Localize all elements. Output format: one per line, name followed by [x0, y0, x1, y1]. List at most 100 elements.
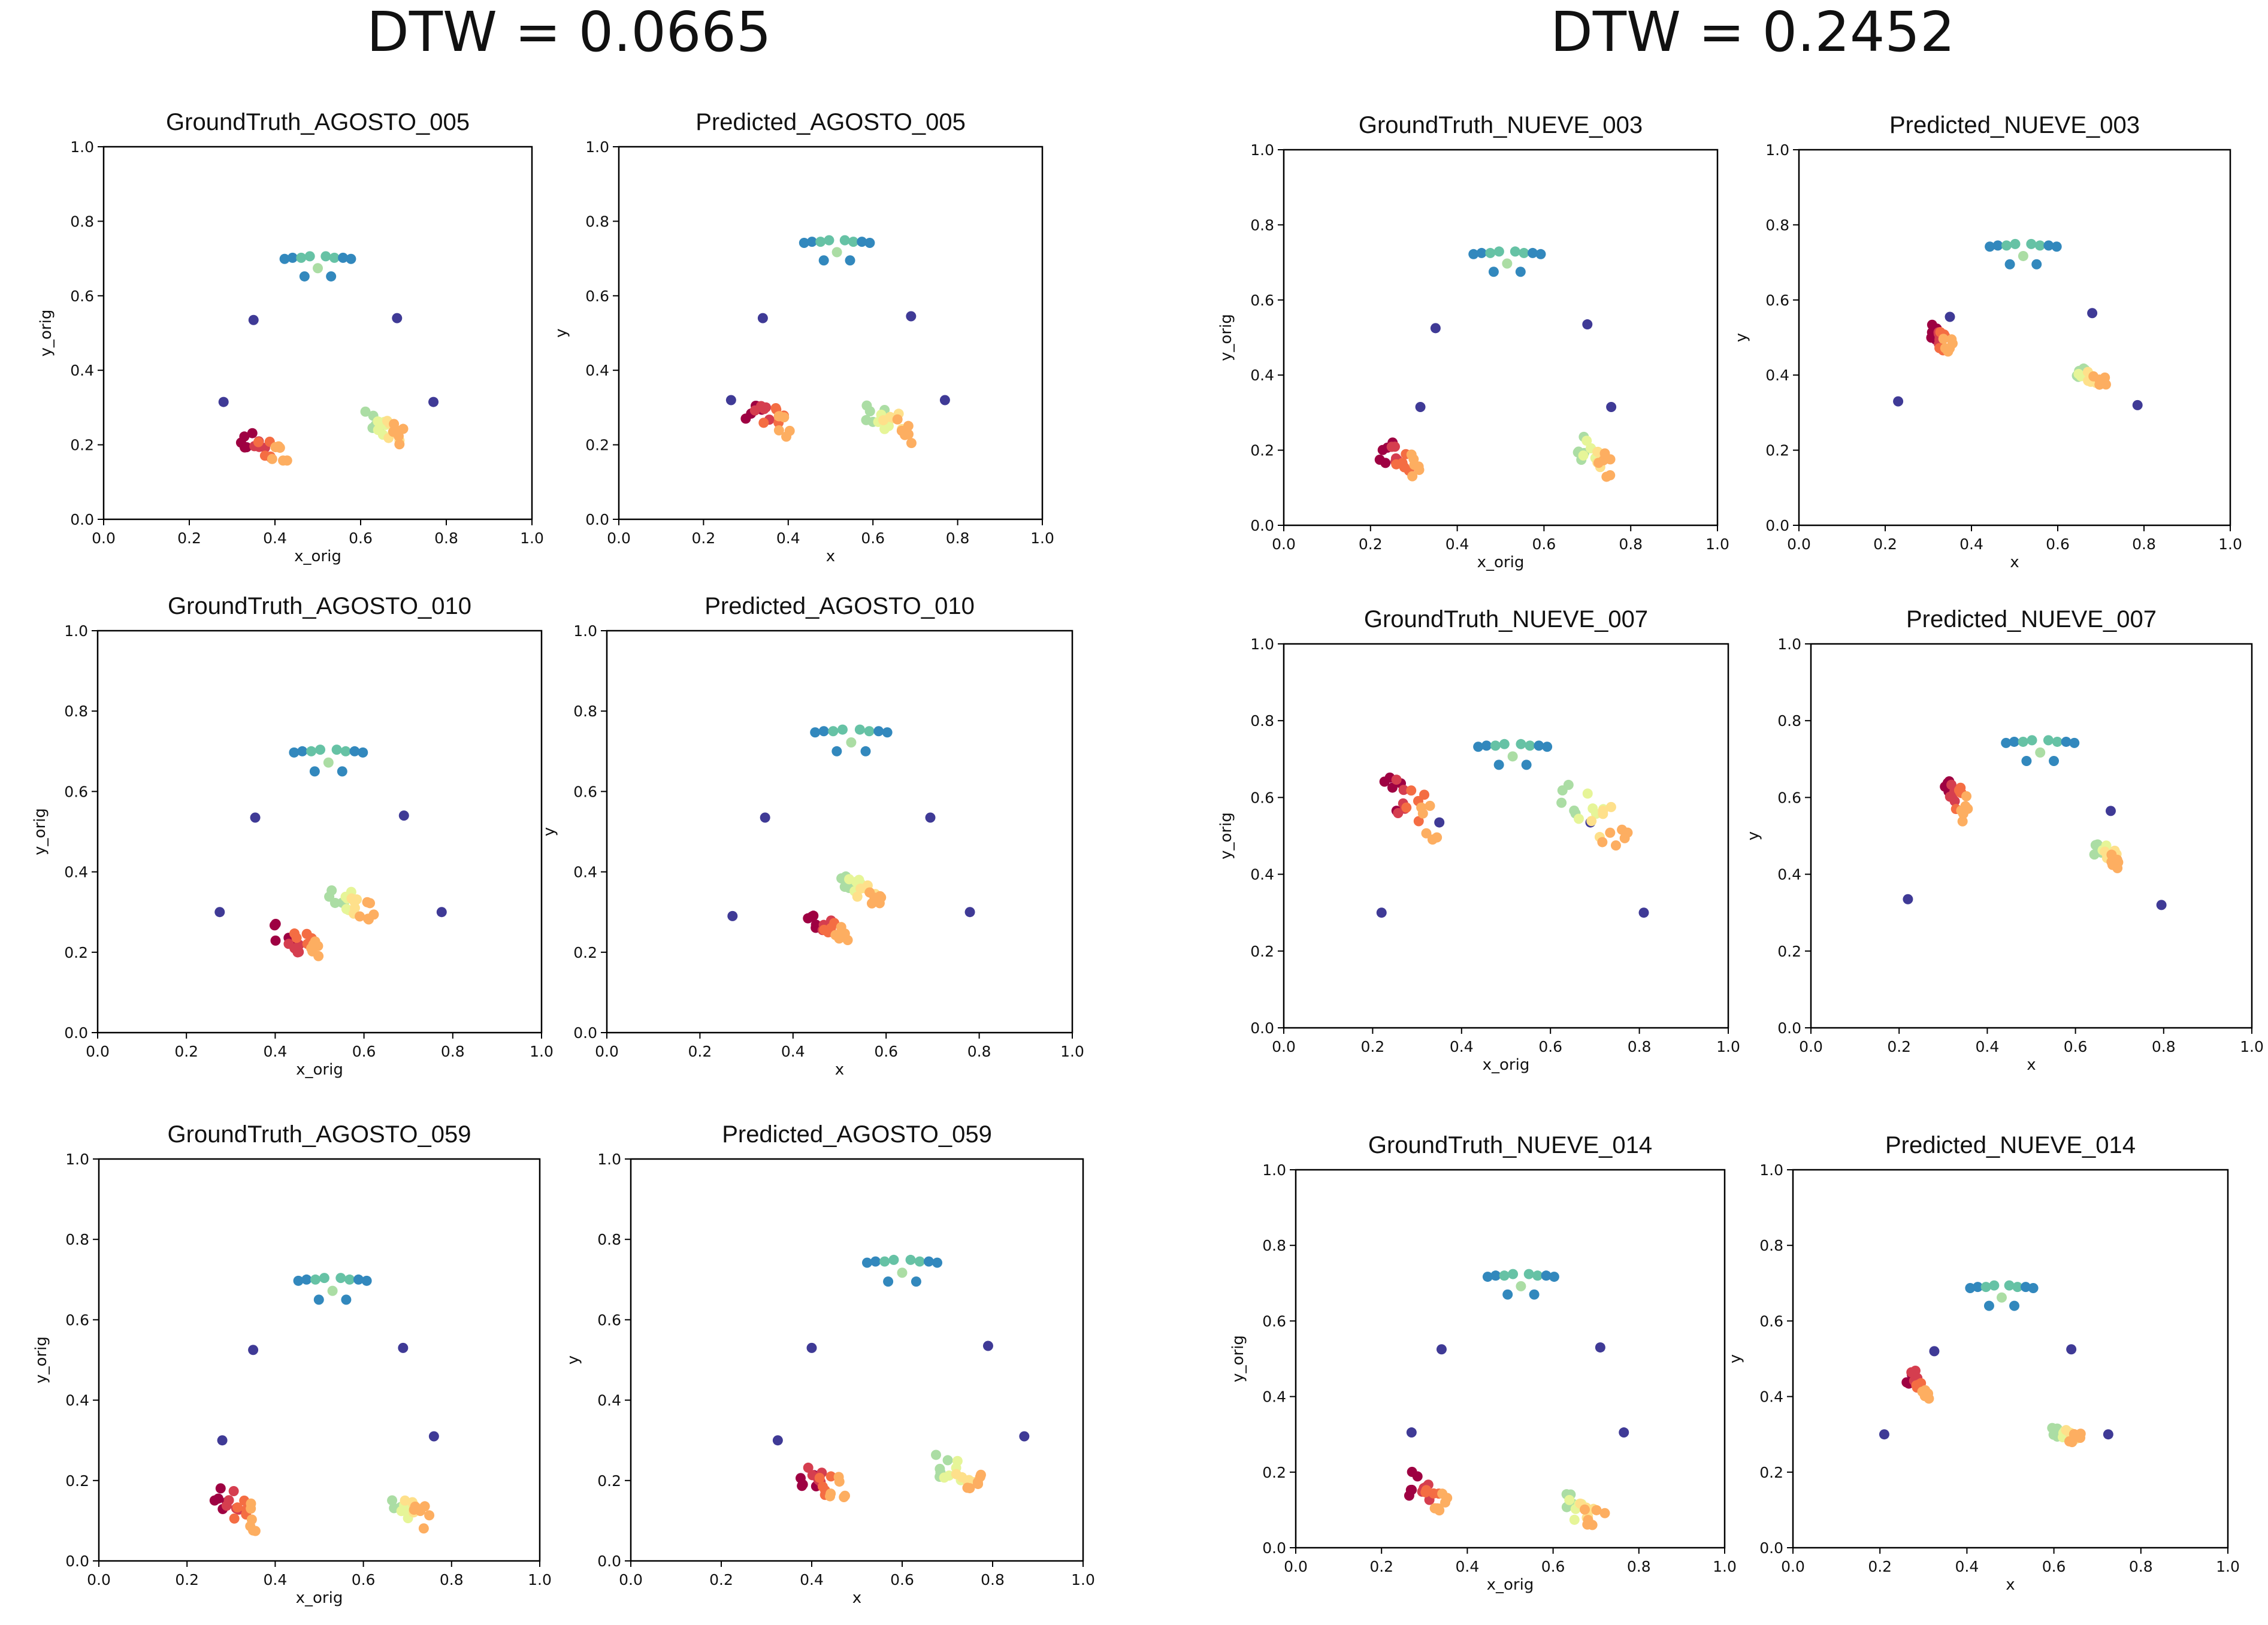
chart-2-point-left-hand	[781, 431, 792, 442]
chart-12-frame	[1792, 1169, 2229, 1549]
chart-4-xtick-label: 0.0	[595, 1043, 619, 1060]
chart-1-point-right-hand	[360, 406, 371, 417]
chart-5-point-mouth	[341, 1294, 352, 1305]
chart-4-point-shoulder	[760, 812, 770, 823]
chart-9-point-right-hand	[1557, 785, 1568, 796]
chart-5-point-face	[293, 1275, 304, 1286]
chart-12-title: Predicted_NUEVE_014	[1885, 1132, 2136, 1158]
chart-8-ytick-label: 0.6	[1765, 292, 1789, 309]
chart-6-point-left-hand	[814, 1472, 825, 1483]
chart-8-point-face	[2043, 240, 2054, 251]
chart-5-point-nose	[327, 1285, 338, 1296]
chart-5-point-left-hand	[250, 1526, 261, 1536]
chart-11-point-right-hand	[1579, 1504, 1590, 1515]
chart-5-point-left-hand	[228, 1486, 239, 1497]
chart-9-xtick-label: 0.8	[1628, 1038, 1652, 1055]
chart-8-point-mouth	[2004, 259, 2015, 270]
chart-6-xtick-label: 1.0	[1071, 1571, 1095, 1588]
chart-10-xtick-label: 1.0	[2240, 1038, 2264, 1055]
chart-11-point-left-hand	[1420, 1487, 1431, 1497]
chart-5-point-face	[319, 1273, 329, 1284]
chart-9-point-right-hand	[1569, 805, 1580, 816]
chart-4-xtick-label: 0.4	[781, 1043, 805, 1060]
chart-5-point-shoulder	[248, 1345, 259, 1355]
chart-4-point-elbow	[964, 907, 975, 918]
chart-6-point-right-hand	[931, 1450, 942, 1460]
chart-11-point-right-hand	[1591, 1505, 1602, 1515]
chart-5-point-right-hand	[418, 1523, 429, 1534]
chart-1-xtick-label: 1.0	[520, 529, 544, 547]
chart-7-point-mouth	[1488, 267, 1499, 277]
chart-3-point-left-hand	[283, 939, 294, 949]
chart-1-point-face	[296, 252, 307, 263]
chart-3-xtick-label: 0.4	[264, 1043, 288, 1060]
chart-11-point-mouth	[1502, 1289, 1513, 1300]
chart-1-point-face	[346, 253, 356, 264]
chart-2-point-mouth	[818, 255, 829, 266]
chart-8-ytick-label: 1.0	[1765, 141, 1789, 159]
chart-1-point-left-hand	[253, 437, 264, 447]
chart-5-point-right-hand	[400, 1495, 410, 1506]
chart-11-point-face	[1523, 1269, 1534, 1279]
chart-9-xtick-label: 1.0	[1716, 1038, 1740, 1055]
chart-3-point-right-hand	[365, 898, 376, 909]
chart-11-ytick-label: 0.6	[1262, 1312, 1286, 1330]
chart-11-ytick-label: 0.8	[1262, 1237, 1286, 1254]
chart-6-point-face	[923, 1256, 934, 1267]
chart-9-point-left-hand	[1421, 828, 1432, 839]
chart-5-xtick-label: 0.2	[175, 1571, 199, 1588]
chart-3-point-left-hand	[294, 946, 304, 957]
chart-2-xtick-label: 1.0	[1030, 529, 1054, 547]
chart-4-point-face	[873, 726, 884, 737]
chart-10-point-right-hand	[2090, 840, 2101, 851]
chart-7-point-face	[1468, 249, 1479, 259]
chart-3-xtick-label: 0.0	[86, 1043, 110, 1060]
chart-2-point-face	[799, 237, 809, 248]
chart-10-point-right-hand	[2089, 849, 2100, 860]
chart-1-point-right-hand	[373, 425, 383, 435]
chart-2-ytick-label: 0.4	[585, 362, 609, 379]
chart-8-ytick-label: 0.4	[1765, 367, 1789, 384]
chart-4-point-face	[818, 726, 829, 737]
chart-5-point-right-hand	[396, 1506, 407, 1517]
chart-10-xlabel: x	[2027, 1056, 2036, 1074]
chart-2-point-right-hand	[903, 420, 914, 431]
chart-5-point-face	[335, 1273, 346, 1284]
chart-5-xlabel: x_orig	[296, 1589, 343, 1607]
chart-1-point-face	[304, 251, 315, 262]
chart-8-point-face	[2010, 238, 2021, 249]
chart-8-point-nose	[2018, 250, 2028, 261]
chart-11-point-elbow	[1406, 1427, 1417, 1438]
chart-12-xtick-label: 0.0	[1781, 1558, 1805, 1575]
chart-6-point-face	[870, 1256, 881, 1267]
chart-4-point-face	[810, 727, 821, 738]
chart-1-point-face	[279, 253, 290, 264]
chart-9-point-left-hand	[1419, 789, 1430, 800]
chart-6-point-mouth	[911, 1276, 921, 1287]
chart-11-ytick-label: 1.0	[1262, 1161, 1286, 1179]
chart-2-xtick-label: 0.2	[692, 529, 716, 547]
chart-8-point-elbow	[1893, 396, 1904, 407]
chart-9-point-left-hand	[1425, 800, 1435, 811]
chart-2-point-left-hand	[758, 417, 769, 428]
chart-6-xtick-label: 0.0	[619, 1571, 643, 1588]
chart-12-ytick-label: 0.4	[1759, 1388, 1783, 1406]
chart-6-point-face	[879, 1256, 890, 1267]
chart-11-title: GroundTruth_NUEVE_014	[1368, 1132, 1652, 1158]
chart-6-ytick-label: 0.4	[597, 1392, 621, 1409]
chart-2-point-face	[815, 237, 826, 247]
chart-4-point-mouth	[860, 746, 871, 756]
chart-5-ytick-label: 1.0	[65, 1151, 89, 1168]
chart-2-point-elbow	[939, 395, 950, 406]
chart-9-point-face	[1534, 740, 1544, 751]
chart-4-point-right-hand	[875, 891, 885, 901]
chart-4-point-right-hand	[854, 874, 864, 885]
chart-1-point-right-hand	[398, 423, 409, 434]
chart-11-ytick-label: 0.2	[1262, 1464, 1286, 1481]
chart-9-ytick-label: 0.4	[1250, 866, 1274, 883]
chart-5-point-face	[310, 1274, 321, 1285]
chart-4-ytick-label: 1.0	[573, 622, 597, 640]
chart-8-point-elbow	[2132, 400, 2143, 410]
chart-1-point-right-hand	[390, 424, 401, 435]
chart-9-xtick-label: 0.4	[1450, 1038, 1474, 1055]
